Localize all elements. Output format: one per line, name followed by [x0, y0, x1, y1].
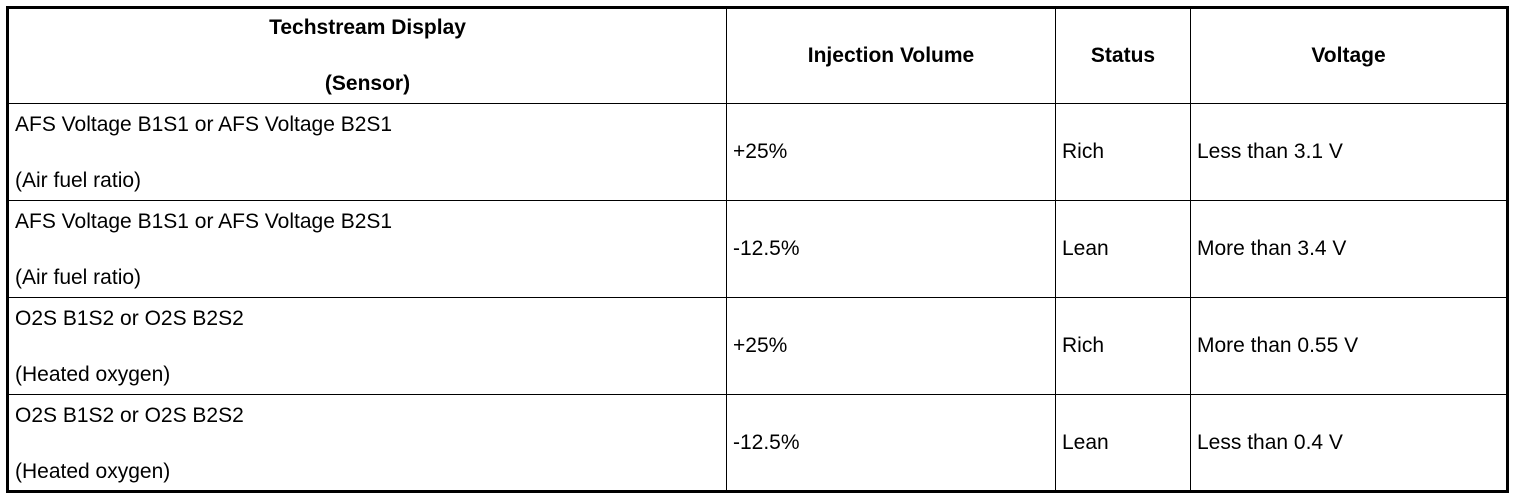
voltage-cell: Less than 3.1 V [1190, 103, 1508, 201]
injection-volume-cell: -12.5% [726, 200, 1056, 298]
sensor-cell: AFS Voltage B1S1 or AFS Voltage B2S1 (Ai… [7, 200, 727, 298]
voltage-cell: Less than 0.4 V [1190, 394, 1508, 492]
status-cell: Lean [1055, 200, 1191, 298]
header-sensor-label: (Sensor) [324, 72, 411, 95]
sensor-cell: O2S B1S2 or O2S B2S2 (Heated oxygen) [7, 297, 727, 395]
sensor-name: O2S B1S2 or O2S B2S2 [15, 307, 244, 330]
table-row: O2S B1S2 or O2S B2S2 (Heated oxygen) +25… [7, 297, 1508, 395]
sensor-name: AFS Voltage B1S1 or AFS Voltage B2S1 [15, 210, 393, 233]
voltage-cell: More than 3.4 V [1190, 200, 1508, 298]
voltage-cell: More than 0.55 V [1190, 297, 1508, 395]
sensor-description: (Heated oxygen) [15, 363, 171, 386]
sensor-description: (Air fuel ratio) [15, 169, 142, 192]
header-injection-volume: Injection Volume [726, 7, 1056, 104]
header-voltage: Voltage [1190, 7, 1508, 104]
sensor-name: O2S B1S2 or O2S B2S2 [15, 404, 244, 427]
header-status: Status [1055, 7, 1191, 104]
sensor-voltage-table: Techstream Display (Sensor) Injection Vo… [6, 6, 1509, 493]
header-techstream-display-label: Techstream Display [269, 16, 466, 39]
sensor-description: (Air fuel ratio) [15, 266, 142, 289]
injection-volume-cell: +25% [726, 103, 1056, 201]
sensor-name: AFS Voltage B1S1 or AFS Voltage B2S1 [15, 113, 393, 136]
table-row: AFS Voltage B1S1 or AFS Voltage B2S1 (Ai… [7, 200, 1508, 298]
sensor-cell: O2S B1S2 or O2S B2S2 (Heated oxygen) [7, 394, 727, 492]
sensor-cell: AFS Voltage B1S1 or AFS Voltage B2S1 (Ai… [7, 103, 727, 201]
header-techstream-display: Techstream Display (Sensor) [7, 7, 727, 104]
sensor-description: (Heated oxygen) [15, 460, 171, 483]
injection-volume-cell: -12.5% [726, 394, 1056, 492]
table-row: AFS Voltage B1S1 or AFS Voltage B2S1 (Ai… [7, 103, 1508, 201]
table-header-row: Techstream Display (Sensor) Injection Vo… [7, 7, 1508, 104]
status-cell: Lean [1055, 394, 1191, 492]
status-cell: Rich [1055, 103, 1191, 201]
table-row: O2S B1S2 or O2S B2S2 (Heated oxygen) -12… [7, 394, 1508, 492]
injection-volume-cell: +25% [726, 297, 1056, 395]
status-cell: Rich [1055, 297, 1191, 395]
